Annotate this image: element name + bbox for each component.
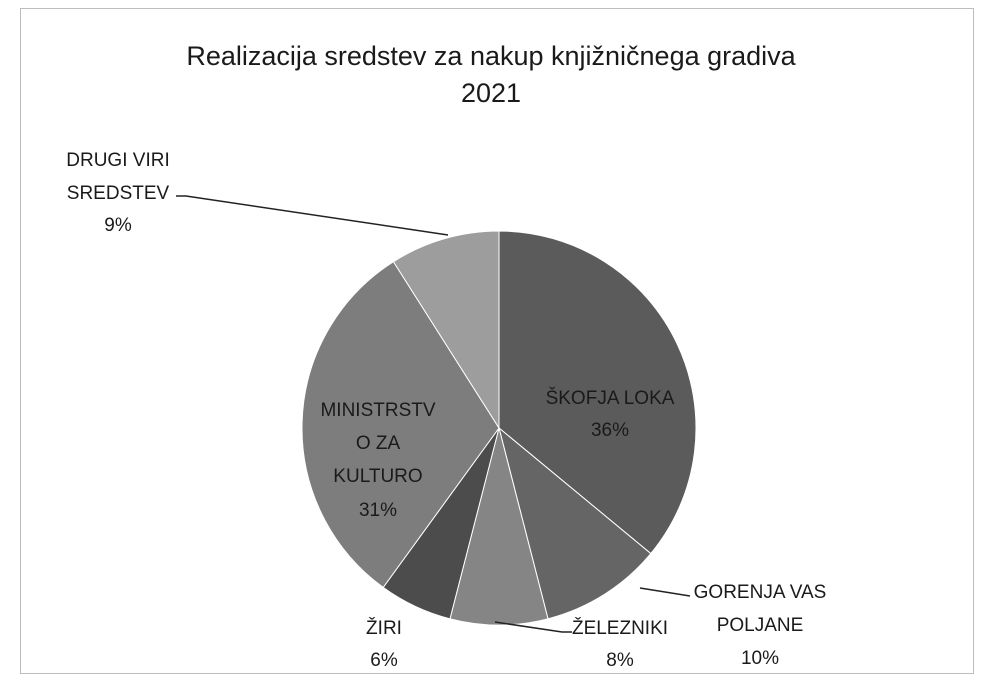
- slice-label: ŽELEZNIKI: [571, 618, 669, 639]
- slice-value-label: 36%: [590, 420, 630, 441]
- pie-slice: [498, 426, 652, 620]
- leader-line: [639, 587, 691, 597]
- slice-label: GORENJA VAS POLJANE: [693, 582, 827, 636]
- slice-value-label: 10%: [740, 648, 780, 669]
- pie-slice: [449, 427, 549, 626]
- leader-line: [494, 621, 572, 633]
- slice-label: DRUGI VIRI SREDSTEV: [66, 150, 170, 204]
- leader-lines: [176, 195, 691, 633]
- leader-line: [176, 195, 449, 236]
- pie-slice: [392, 230, 500, 430]
- slice-label: ŠKOFJA LOKA: [545, 388, 675, 409]
- pie-slice: [498, 230, 697, 555]
- slice-label: ŽIRI: [366, 618, 402, 639]
- slice-label: MINISTRSTV O ZA KULTURO: [320, 400, 436, 487]
- slice-value-label: 31%: [358, 500, 398, 521]
- chart-title: Realizacija sredstev za nakup knjižnične…: [186, 41, 796, 108]
- slice-value-label: 6%: [370, 650, 398, 671]
- slice-value-label: 8%: [606, 650, 634, 671]
- pie-slice: [301, 260, 500, 589]
- slice-value-label: 9%: [104, 215, 132, 236]
- chart-frame: [20, 8, 974, 674]
